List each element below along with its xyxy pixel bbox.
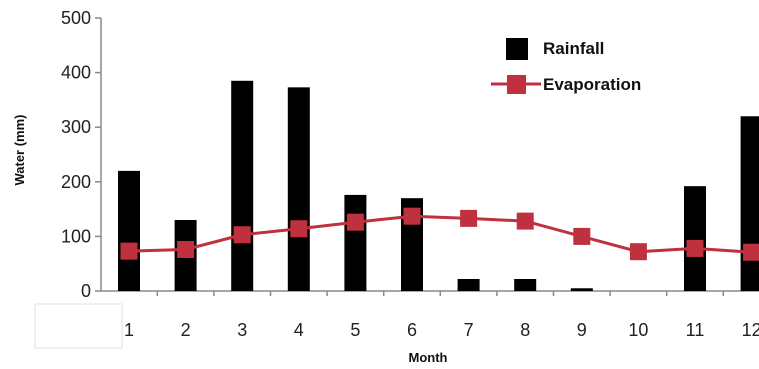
rainfall-bar [684, 186, 706, 291]
x-tick-label: 12 [742, 320, 759, 340]
evaporation-point [403, 207, 421, 225]
rainfall-bar [344, 194, 367, 291]
x-tick-label: 8 [520, 320, 530, 340]
rainfall-bar [457, 278, 480, 291]
rainfall-bar [514, 278, 537, 291]
y-tick-label: 400 [61, 63, 91, 83]
rainfall-bar [287, 87, 310, 291]
x-tick-label: 6 [407, 320, 417, 340]
x-tick-label: 11 [686, 320, 705, 340]
legend: Rainfall Evaporation [491, 38, 641, 94]
y-tick-label: 300 [61, 117, 91, 137]
legend-evaporation-swatch [507, 75, 526, 94]
rainfall-bar [231, 80, 254, 291]
blank-box [34, 303, 123, 349]
legend-evaporation-label: Evaporation [543, 75, 641, 94]
evaporation-point [460, 209, 478, 227]
x-tick-label: 1 [124, 320, 134, 340]
evaporation-point [573, 227, 591, 245]
y-tick-label: 0 [81, 281, 91, 301]
x-tick-label: 4 [294, 320, 304, 340]
rainfall-bar [570, 288, 593, 291]
evaporation-series-line [128, 214, 752, 254]
legend-rainfall-label: Rainfall [543, 39, 604, 58]
x-tick-label: 3 [237, 320, 247, 340]
evaporation-point [629, 243, 647, 261]
legend-rainfall-swatch [506, 38, 528, 60]
evaporation-point [346, 213, 364, 231]
x-axis-ticks: 1 2 3 4 5 6 7 8 9 10 11 12 [124, 291, 759, 340]
evaporation-point [686, 239, 704, 257]
rainfall-bar [118, 170, 140, 291]
rainfall-bars [118, 80, 759, 291]
evaporation-line [120, 207, 759, 261]
x-tick-label: 2 [181, 320, 191, 340]
y-tick-label: 500 [61, 8, 91, 28]
y-axis-title: Water (mm) [12, 114, 27, 185]
x-tick-label: 7 [464, 320, 474, 340]
evaporation-point [233, 226, 251, 244]
evaporation-point [120, 242, 138, 260]
x-tick-label: 10 [628, 320, 648, 340]
evaporation-point [290, 220, 308, 238]
evaporation-point [516, 212, 534, 230]
x-tick-label: 9 [577, 320, 587, 340]
evaporation-point [177, 241, 195, 259]
evaporation-point [743, 243, 759, 261]
y-tick-label: 200 [61, 172, 91, 192]
x-tick-label: 5 [350, 320, 360, 340]
y-tick-label: 100 [61, 226, 91, 246]
x-axis-title: Month [409, 350, 448, 365]
y-axis-ticks: 0 100 200 300 400 500 [61, 8, 101, 301]
rainfall-bar [740, 116, 759, 291]
